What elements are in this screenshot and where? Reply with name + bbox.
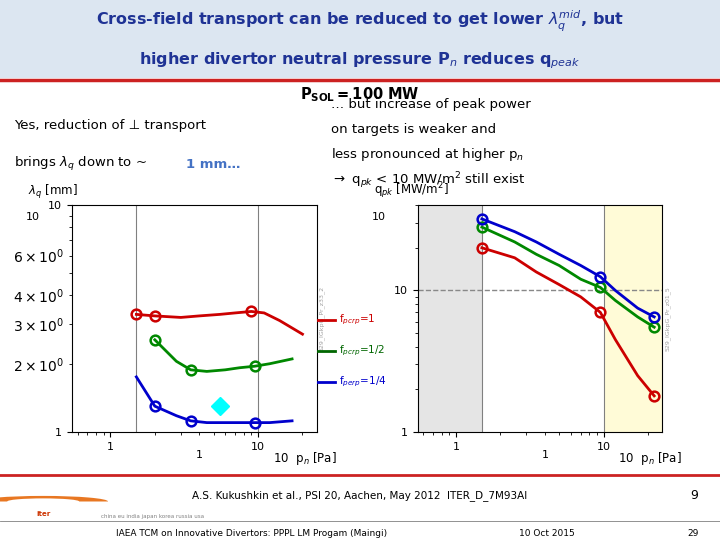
Text: A.S. Kukushkin et al., PSI 20, Aachen, May 2012  ITER_D_7M93AI: A.S. Kukushkin et al., PSI 20, Aachen, M…: [192, 490, 528, 501]
Wedge shape: [0, 496, 108, 502]
Text: $\lambda_q$ [mm]: $\lambda_q$ [mm]: [28, 183, 78, 201]
Text: 10  p$_n$ [Pa]: 10 p$_n$ [Pa]: [618, 450, 682, 467]
Text: 10: 10: [26, 212, 40, 222]
Text: 29: 29: [687, 529, 698, 538]
Text: f$_{pcrp}$=1/2: f$_{pcrp}$=1/2: [339, 344, 385, 358]
Bar: [603, 205, 662, 432]
Text: q$_{pk}$ [MW/m$^2$]: q$_{pk}$ [MW/m$^2$]: [374, 180, 449, 201]
Text: brings $\lambda_q$ down to ~: brings $\lambda_q$ down to ~: [14, 155, 149, 173]
Text: higher divertor neutral pressure P$_n$ reduces q$_{peak}$: higher divertor neutral pressure P$_n$ r…: [139, 51, 581, 71]
Text: 1: 1: [196, 450, 203, 460]
Text: china eu india japan korea russia usa: china eu india japan korea russia usa: [101, 514, 204, 519]
Text: 10 Oct 2015: 10 Oct 2015: [519, 529, 575, 538]
Text: less pronounced at higher p$_n$: less pronounced at higher p$_n$: [331, 146, 524, 163]
Text: f$_{perp}$=1/4: f$_{perp}$=1/4: [339, 375, 387, 389]
Text: iter: iter: [36, 511, 50, 517]
Text: 10: 10: [372, 212, 386, 222]
Text: $\rightarrow$ q$_{pk}$ < 10 MW/m$^2$ still exist: $\rightarrow$ q$_{pk}$ < 10 MW/m$^2$ sti…: [331, 170, 526, 191]
Text: 529_IGkpG_Pr_z33_2: 529_IGkpG_Pr_z33_2: [319, 286, 325, 351]
Text: f$_{pcrp}$=1: f$_{pcrp}$=1: [339, 313, 376, 327]
Text: 529_IGkpG_Pr_z01_5: 529_IGkpG_Pr_z01_5: [665, 286, 670, 351]
Text: on targets is weaker and: on targets is weaker and: [331, 123, 496, 136]
Text: 9: 9: [690, 489, 698, 502]
Bar: [418, 205, 482, 432]
Text: 1: 1: [541, 450, 549, 460]
Text: 10  p$_n$ [Pa]: 10 p$_n$ [Pa]: [273, 450, 336, 467]
Text: Cross-field transport can be reduced to get lower $\lambda_q^{mid}$, but: Cross-field transport can be reduced to …: [96, 9, 624, 35]
Text: $\mathbf{P_{SOL} = 100\ MW}$: $\mathbf{P_{SOL} = 100\ MW}$: [300, 86, 420, 104]
Text: IAEA TCM on Innovative Divertors: PPPL LM Progam (Maingi): IAEA TCM on Innovative Divertors: PPPL L…: [117, 529, 387, 538]
Text: Yes, reduction of ⊥ transport: Yes, reduction of ⊥ transport: [14, 119, 207, 132]
Text: 1 mm…: 1 mm…: [186, 158, 240, 171]
Text: … but increase of peak power: … but increase of peak power: [331, 98, 531, 111]
